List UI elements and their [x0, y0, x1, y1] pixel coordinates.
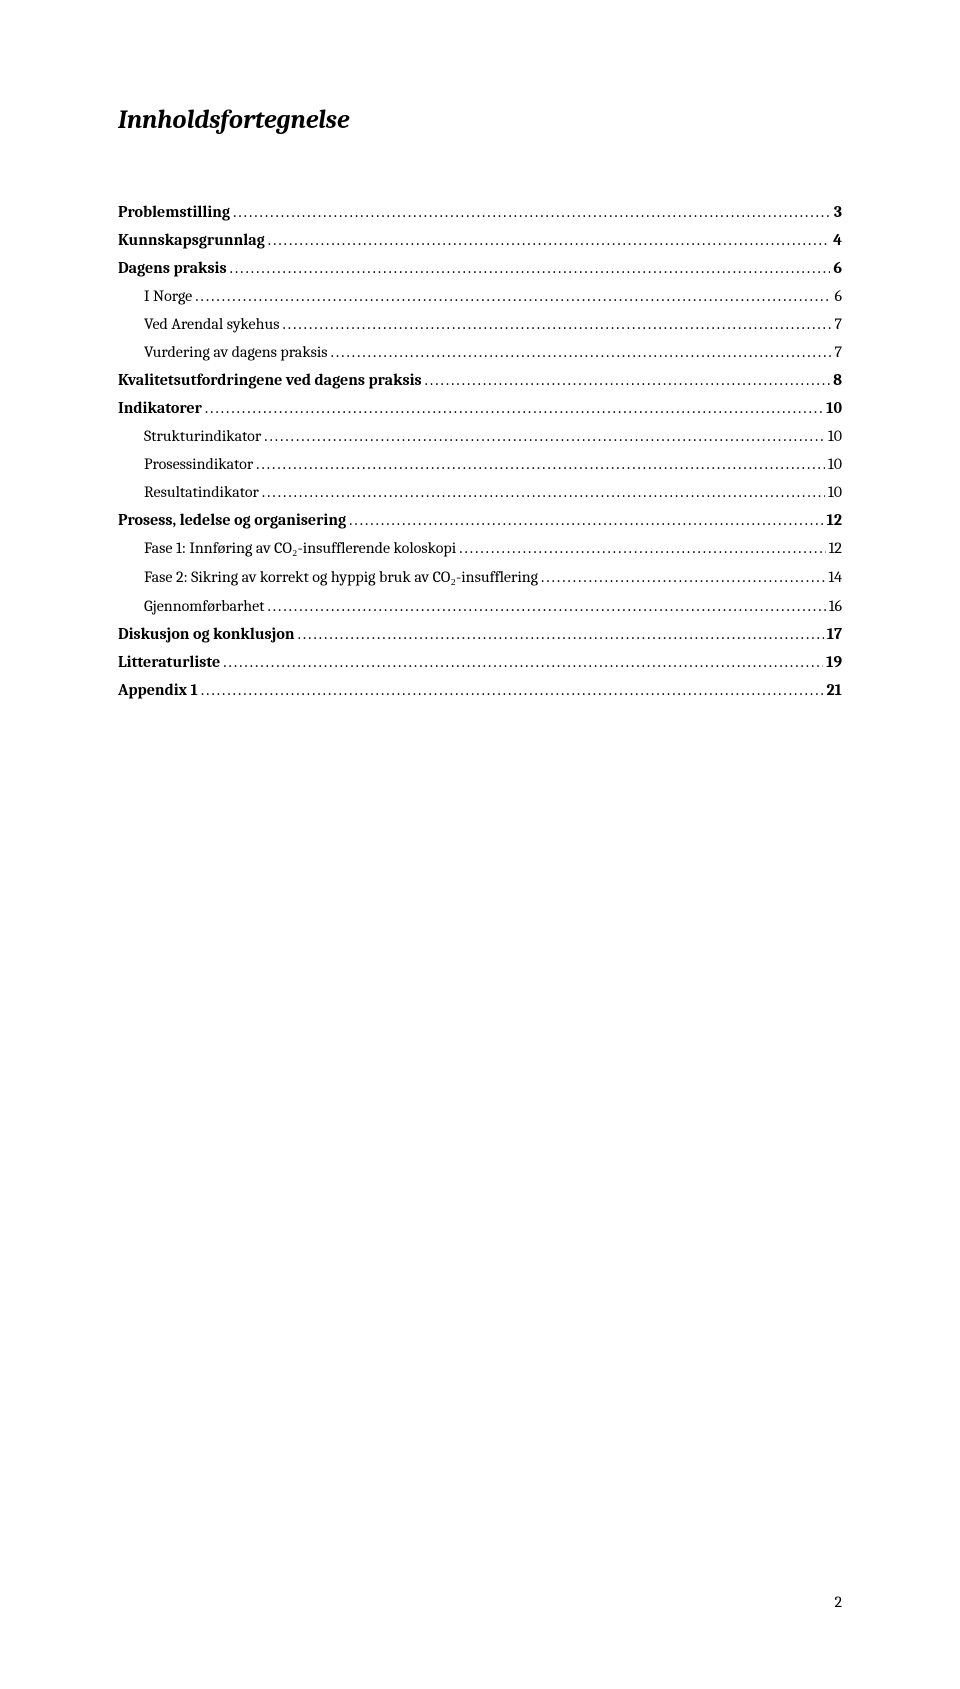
toc-leader-dots — [331, 343, 832, 361]
toc-leader-dots — [267, 597, 825, 615]
toc-page: 6 — [833, 259, 842, 277]
toc-entry: Prosessindikator 10 — [118, 455, 842, 473]
toc-label: Diskusjon og konklusjon — [118, 625, 295, 643]
toc-leader-dots — [223, 653, 823, 671]
toc-leader-dots — [262, 483, 825, 501]
page-title: Innholdsfortegnelse — [118, 105, 842, 135]
toc-page: 8 — [833, 371, 842, 389]
toc-leader-dots — [298, 625, 824, 643]
toc-entry: Indikatorer 10 — [118, 399, 842, 417]
toc-label: Appendix 1 — [118, 681, 198, 699]
toc-leader-dots — [201, 681, 824, 699]
toc-leader-dots — [230, 259, 831, 277]
toc-entry: I Norge 6 — [118, 287, 842, 305]
toc-page: 21 — [827, 681, 842, 699]
toc-page: 3 — [834, 203, 842, 221]
toc-page: 4 — [833, 231, 842, 249]
toc-label: Fase 1: Innføring av CO₂-insufflerende k… — [144, 539, 456, 558]
toc-label: Vurdering av dagens praksis — [144, 343, 328, 361]
toc-entry: Vurdering av dagens praksis 7 — [118, 343, 842, 361]
toc-page: 10 — [828, 483, 842, 501]
table-of-contents: Problemstilling 3 Kunnskapsgrunnlag 4 Dagens… — [118, 203, 842, 699]
toc-page: 14 — [828, 568, 842, 586]
toc-label: Prosess, ledelse og organisering — [118, 511, 346, 529]
toc-page: 16 — [829, 597, 842, 615]
toc-label: Ved Arendal sykehus — [144, 315, 279, 333]
toc-label: Kvalitetsutfordringene ved dagens praksi… — [118, 371, 422, 389]
toc-leader-dots — [459, 539, 825, 557]
toc-label: Problemstilling — [118, 203, 230, 221]
toc-page: 10 — [828, 455, 842, 473]
toc-entry: Kvalitetsutfordringene ved dagens praksi… — [118, 371, 842, 389]
toc-leader-dots — [268, 231, 830, 249]
toc-label: Resultatindikator — [144, 483, 259, 501]
toc-leader-dots — [349, 511, 823, 529]
toc-page: 17 — [827, 625, 842, 643]
toc-entry: Fase 2: Sikring av korrekt og hyppig bru… — [118, 568, 842, 587]
toc-entry: Dagens praksis 6 — [118, 259, 842, 277]
toc-entry: Litteraturliste 19 — [118, 653, 842, 671]
toc-label: Dagens praksis — [118, 259, 227, 277]
toc-leader-dots — [425, 371, 830, 389]
toc-page: 6 — [834, 287, 842, 305]
toc-entry: Kunnskapsgrunnlag 4 — [118, 231, 842, 249]
toc-entry: Appendix 1 21 — [118, 681, 842, 699]
toc-entry: Prosess, ledelse og organisering 12 — [118, 511, 842, 529]
toc-leader-dots — [256, 455, 825, 473]
toc-leader-dots — [541, 568, 825, 586]
toc-label: Kunnskapsgrunnlag — [118, 231, 265, 249]
toc-entry: Ved Arendal sykehus 7 — [118, 315, 842, 333]
toc-page: 10 — [826, 399, 842, 417]
toc-label: Fase 2: Sikring av korrekt og hyppig bru… — [144, 568, 538, 587]
toc-leader-dots — [282, 315, 831, 333]
toc-entry: Resultatindikator 10 — [118, 483, 842, 501]
toc-entry: Problemstilling 3 — [118, 203, 842, 221]
toc-entry: Fase 1: Innføring av CO₂-insufflerende k… — [118, 539, 842, 558]
toc-entry: Strukturindikator 10 — [118, 427, 842, 445]
toc-label: Indikatorer — [118, 399, 202, 417]
toc-page: 7 — [834, 315, 842, 333]
page-number: 2 — [834, 1593, 842, 1611]
toc-page: 12 — [829, 539, 842, 557]
toc-leader-dots — [205, 399, 823, 417]
toc-leader-dots — [233, 203, 831, 221]
toc-leader-dots — [195, 287, 831, 305]
toc-label: Prosessindikator — [144, 455, 253, 473]
toc-label: Gjennomførbarhet — [144, 597, 264, 615]
toc-entry: Gjennomførbarhet 16 — [118, 597, 842, 615]
toc-page: 12 — [827, 511, 842, 529]
toc-label: Litteraturliste — [118, 653, 220, 671]
toc-page: 19 — [826, 653, 842, 671]
toc-label: Strukturindikator — [144, 427, 261, 445]
toc-label: I Norge — [144, 287, 192, 305]
toc-entry: Diskusjon og konklusjon 17 — [118, 625, 842, 643]
toc-page: 7 — [834, 343, 842, 361]
toc-leader-dots — [264, 427, 825, 445]
toc-page: 10 — [828, 427, 842, 445]
